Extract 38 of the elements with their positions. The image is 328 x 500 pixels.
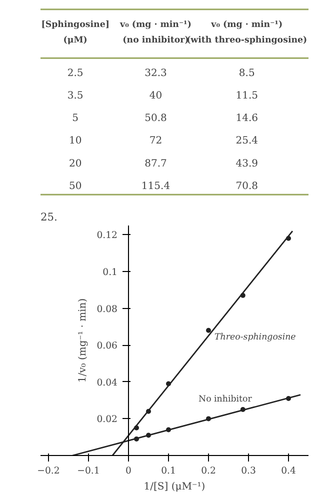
y-tick-label: 0.06 — [96, 340, 118, 352]
text: 32.3 — [144, 68, 167, 79]
y-tick-label: 0.12 — [96, 230, 118, 242]
series-label: No inhibitor — [198, 394, 253, 405]
x-tick-label: 0.3 — [241, 466, 256, 476]
text: 5 — [72, 113, 79, 124]
text: 14.6 — [236, 113, 258, 124]
y-tick-label: 0.08 — [96, 304, 118, 315]
x-tick-label: 0.1 — [161, 466, 176, 476]
text: 20 — [68, 158, 82, 170]
text: 8.5 — [238, 68, 255, 79]
y-tick-label: 0.1 — [102, 267, 118, 278]
point — [206, 328, 211, 333]
x-tick-label: 0 — [126, 466, 132, 476]
series-label: Threo-sphingosine — [214, 332, 296, 342]
text: 3.5 — [67, 90, 84, 102]
text: 10 — [68, 136, 82, 147]
x-tick-label: −0.1 — [77, 466, 100, 476]
text: 50.8 — [144, 113, 167, 124]
x-tick-label: 0.2 — [201, 466, 216, 476]
text: 43.9 — [236, 158, 258, 170]
x-tick-label: 0.4 — [281, 466, 296, 476]
category-label: [Sphingosine] (μM) — [41, 20, 110, 46]
text: 2.5 — [67, 68, 84, 79]
x-axis-title: 1/[S] (μM⁻¹) — [144, 482, 206, 492]
y-tick-label: 0.02 — [96, 414, 118, 426]
text: 70.8 — [236, 180, 258, 192]
text: 50 — [68, 180, 82, 192]
text: 40 — [149, 90, 162, 102]
text: 11.5 — [236, 90, 258, 102]
x-tick-label: −0.2 — [37, 466, 60, 476]
text: 87.7 — [144, 158, 167, 170]
y-tick-label: 0.04 — [96, 377, 118, 388]
text: 25.4 — [236, 136, 258, 147]
text: 115.4 — [141, 180, 170, 192]
y-axis-title: 1/v₀ (mg⁻¹ · min) — [78, 298, 89, 383]
text: 72 — [149, 136, 162, 147]
text: 25. — [40, 210, 58, 224]
